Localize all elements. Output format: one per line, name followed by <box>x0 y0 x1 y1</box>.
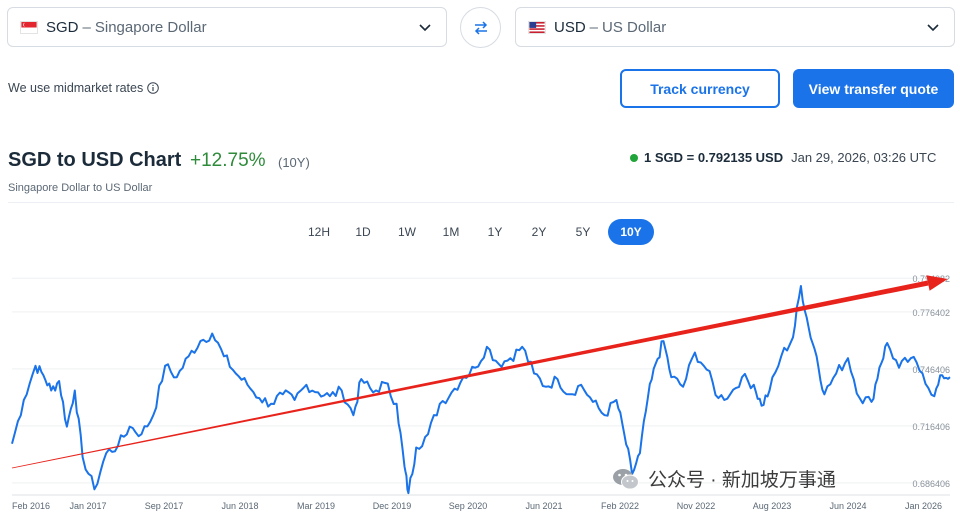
chart-title: SGD to USD Chart <box>8 149 182 171</box>
x-axis-ticks: Feb 2016 Jan 2017 Sep 2017 Jun 2018 Mar 2019… <box>12 501 942 511</box>
trend-arrow-shaft <box>11 280 929 469</box>
to-currency-dash: – <box>589 18 599 36</box>
from-currency-name: Singapore Dollar <box>94 18 207 36</box>
tab-1d[interactable]: 1D <box>355 225 371 239</box>
live-indicator-icon <box>630 153 638 162</box>
x-tick-label: Aug 2023 <box>753 501 792 511</box>
chevron-down-icon <box>927 24 939 32</box>
singapore-flag-icon <box>20 20 38 34</box>
tab-12h[interactable]: 12H <box>307 225 330 239</box>
from-currency-select[interactable]: SGD – Singapore Dollar <box>7 7 447 47</box>
watermark-text: 公众号 · 新加坡万事通 <box>648 470 836 491</box>
tab-1m[interactable]: 1M <box>442 225 460 239</box>
y-tick-label: 0.686406 <box>912 479 950 489</box>
tab-10y[interactable]: 10Y <box>608 219 654 245</box>
swap-arrows-icon <box>474 20 487 35</box>
rate-chart[interactable]: 0.7940820.7764020.7464060.7164060.686406… <box>0 255 960 520</box>
x-tick-label: Feb 2022 <box>601 501 639 511</box>
us-flag-icon <box>528 20 546 34</box>
range-tabs: 12H 1D 1W 1M 1Y 2Y 5Y 10Y <box>300 219 654 245</box>
x-tick-label: Jan 2017 <box>69 501 106 511</box>
midmarket-note: We use midmarket rates <box>8 81 160 95</box>
x-tick-label: Mar 2019 <box>297 501 335 511</box>
y-tick-label: 0.776402 <box>912 308 950 318</box>
to-currency-name: US Dollar <box>602 18 667 36</box>
x-tick-label: Dec 2019 <box>373 501 412 511</box>
trend-arrow-head <box>926 275 948 291</box>
rate-value: 1 SGD = 0.792135 USD <box>644 150 784 165</box>
divider <box>8 202 954 203</box>
info-icon[interactable] <box>147 82 160 94</box>
x-tick-label: Sep 2017 <box>145 501 184 511</box>
to-currency-code: USD <box>554 18 586 36</box>
tab-5y[interactable]: 5Y <box>575 225 591 239</box>
wechat-icon <box>613 468 639 489</box>
y-tick-label: 0.746406 <box>912 365 950 375</box>
tab-1y[interactable]: 1Y <box>487 225 503 239</box>
chevron-down-icon <box>419 24 431 32</box>
y-tick-label: 0.716406 <box>912 422 950 432</box>
x-tick-label: Feb 2016 <box>12 501 50 511</box>
rate-line <box>11 285 951 495</box>
change-period: (10Y) <box>278 155 310 170</box>
x-tick-label: Jun 2024 <box>829 501 866 511</box>
track-currency-button[interactable]: Track currency <box>620 69 780 108</box>
x-tick-label: Jun 2021 <box>525 501 562 511</box>
rate-series <box>11 285 951 495</box>
change-percent: +12.75% <box>190 150 266 171</box>
rate-timestamp: Jan 29, 2026, 03:26 UTC <box>791 150 937 165</box>
x-tick-label: Jun 2018 <box>221 501 258 511</box>
swap-currencies-button[interactable] <box>460 7 501 48</box>
trend-arrow <box>11 275 948 469</box>
from-currency-dash: – <box>82 18 91 36</box>
chart-gridlines <box>12 277 950 496</box>
tab-1w[interactable]: 1W <box>398 225 416 239</box>
chart-subtitle: Singapore Dollar to US Dollar <box>8 182 153 194</box>
midmarket-text: We use midmarket rates <box>8 81 144 95</box>
from-currency-code: SGD <box>46 18 79 36</box>
current-rate: 1 SGD = 0.792135 USD Jan 29, 2026, 03:26… <box>630 150 936 165</box>
to-currency-select[interactable]: USD – US Dollar <box>515 7 955 47</box>
watermark: 公众号 · 新加坡万事通 <box>612 465 836 492</box>
tab-2y[interactable]: 2Y <box>531 225 547 239</box>
x-tick-label: Nov 2022 <box>677 501 716 511</box>
x-tick-label: Jan 2026 <box>905 501 942 511</box>
x-tick-label: Sep 2020 <box>449 501 488 511</box>
view-transfer-quote-button[interactable]: View transfer quote <box>793 69 954 108</box>
